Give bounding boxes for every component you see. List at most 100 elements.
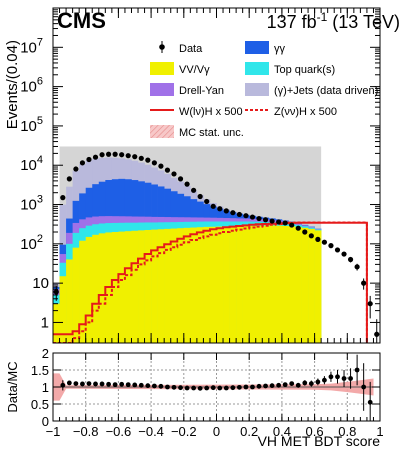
data-point xyxy=(164,167,171,173)
ratio-point xyxy=(165,384,170,390)
data-point xyxy=(282,220,288,226)
ratio-point xyxy=(99,381,105,387)
ratio-point xyxy=(197,385,203,391)
data-point xyxy=(347,256,354,263)
luminosity-label: 137 fb-1 (13 TeV) xyxy=(267,10,400,32)
y-tick-label: 107 xyxy=(20,36,43,56)
legend-label: Data xyxy=(179,43,203,55)
ratio-point xyxy=(223,385,229,391)
data-point xyxy=(354,264,360,270)
legend-item: Drell-Yan xyxy=(150,83,224,97)
legend-item: W(lν)H x 500 xyxy=(150,106,243,118)
data-point xyxy=(177,176,184,182)
ratio-point xyxy=(132,382,138,388)
data-point xyxy=(99,152,105,158)
x-axis-label: VH MET BDT score xyxy=(258,433,381,449)
legend-swatch xyxy=(245,62,269,75)
stack-bar xyxy=(151,229,158,343)
ratio-point xyxy=(263,383,268,389)
stack-bar xyxy=(249,225,257,343)
ratio-point xyxy=(93,381,98,387)
legend-swatch xyxy=(150,83,174,96)
ratio-point xyxy=(315,379,321,385)
data-point xyxy=(204,198,210,205)
legend-label: Z(νν)H x 500 xyxy=(274,106,337,118)
legend-swatch xyxy=(150,125,174,138)
y-tick-label: 1 xyxy=(41,314,49,331)
y-tick-label: 106 xyxy=(20,76,43,96)
ratio-point xyxy=(138,382,144,388)
data-point xyxy=(249,214,256,220)
x-tick-label: −1 xyxy=(46,424,61,439)
ratio-point xyxy=(80,381,85,387)
x-tick-label: −0.6 xyxy=(106,424,132,439)
ratio-point xyxy=(236,384,242,390)
ratio-point xyxy=(119,381,125,387)
data-point xyxy=(217,206,223,212)
stack-bar xyxy=(196,227,204,343)
data-point xyxy=(105,151,112,157)
legend-item: Top quark(s) xyxy=(245,62,335,76)
stack-bar xyxy=(255,225,263,343)
data-point xyxy=(197,193,203,200)
data-point xyxy=(367,301,373,307)
stack-bar xyxy=(209,226,217,343)
stack-bar xyxy=(79,240,86,343)
data-point xyxy=(86,156,92,163)
data-point xyxy=(321,239,328,245)
stack-bar xyxy=(203,226,211,343)
x-tick-label: −0.8 xyxy=(73,424,99,439)
ratio-point xyxy=(328,374,334,380)
data-point xyxy=(302,229,308,235)
data-point xyxy=(92,154,99,160)
data-point xyxy=(151,160,157,166)
ratio-point xyxy=(341,376,347,381)
legend-item: Z(νν)H x 500 xyxy=(245,106,337,118)
stack-bar xyxy=(98,233,106,343)
ratio-point xyxy=(171,384,177,390)
data-point xyxy=(374,331,380,337)
stack-bar xyxy=(111,232,119,343)
data-point xyxy=(73,166,79,172)
ratio-point xyxy=(145,383,151,389)
x-tick-label: 1 xyxy=(376,424,383,439)
legend-label: MC stat. unc. xyxy=(179,127,244,139)
stack-bar xyxy=(262,225,270,343)
stack-bar xyxy=(183,227,191,343)
stack-bar xyxy=(294,226,302,343)
data-point xyxy=(295,225,301,231)
ratio-point xyxy=(361,384,367,390)
signal-line-zh xyxy=(53,221,368,343)
data-point xyxy=(158,163,164,169)
stack-bar xyxy=(138,230,145,343)
ratio-point xyxy=(295,382,301,388)
stack-bar xyxy=(268,225,276,343)
data-point xyxy=(341,251,347,257)
data-point xyxy=(60,195,66,201)
data-point xyxy=(361,280,367,286)
x-tick-label: 0.6 xyxy=(306,424,324,439)
ratio-point xyxy=(158,383,164,389)
legend-item: γγ xyxy=(245,41,286,55)
stack-bar xyxy=(53,303,60,343)
stack-bar xyxy=(216,226,224,343)
ratio-point xyxy=(151,383,157,389)
ratio-point xyxy=(73,381,79,386)
data-point xyxy=(132,154,138,160)
ratio-y-tick-label: 0.5 xyxy=(31,397,49,412)
ratio-y-tick-label: 0 xyxy=(42,414,49,429)
ratio-point xyxy=(243,384,249,390)
ratio-point xyxy=(354,367,360,373)
stack-bar xyxy=(170,228,178,343)
data-point xyxy=(145,157,151,163)
stack-bar xyxy=(118,231,126,343)
data-point xyxy=(210,203,216,209)
ratio-point xyxy=(106,381,111,387)
x-tick-label: 0 xyxy=(213,424,220,439)
data-point xyxy=(184,181,190,187)
ratio-point xyxy=(308,381,314,386)
x-tick-label: −0.2 xyxy=(171,424,197,439)
data-point xyxy=(236,211,242,218)
ratio-point xyxy=(282,382,288,388)
